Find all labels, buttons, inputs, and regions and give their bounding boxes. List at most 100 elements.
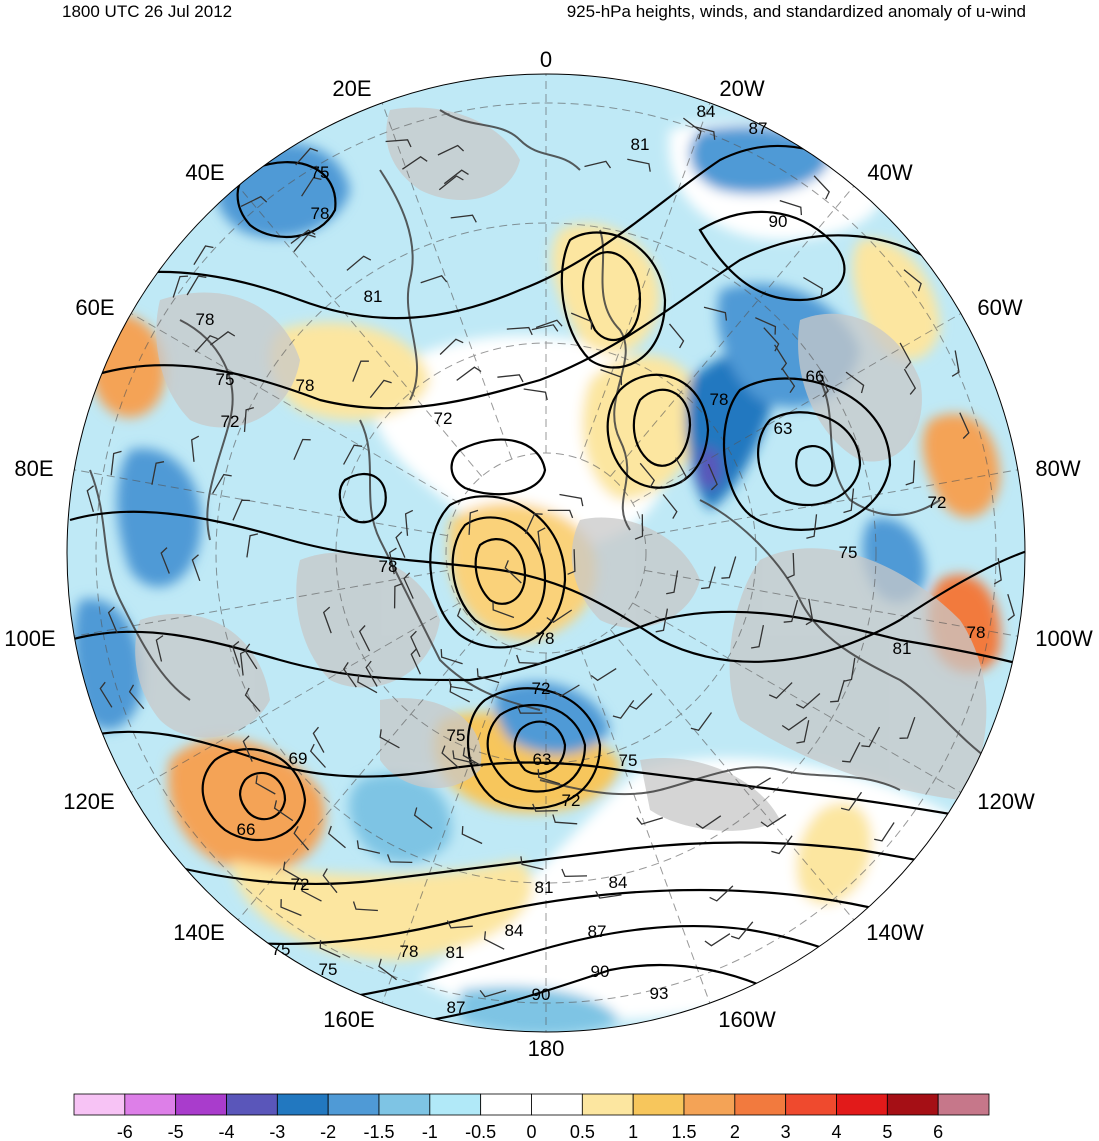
wind-barb [194,335,218,353]
colorbar-tick-label: 3 [781,1122,791,1141]
wind-barb [704,933,731,947]
wind-barb [128,684,145,710]
wind-barb [993,558,1002,585]
height-contour [451,516,547,631]
wind-barb [830,679,845,703]
colorbar-swatch [734,1093,787,1116]
wind-barb [446,920,473,929]
wind-barb [721,556,737,579]
wind-barb [441,745,460,769]
wind-barb [151,461,165,485]
height-contour [486,703,587,793]
wind-barb [506,326,533,336]
contour-label: 90 [591,962,610,981]
wind-barb [662,494,678,519]
wind-barb [385,139,412,148]
wind-barb [492,601,515,619]
contour-label: 63 [774,419,793,438]
colorbar-tick-label: 6 [933,1122,943,1141]
wind-barb [805,598,814,626]
contour-label: 78 [400,942,419,961]
contour-label: 72 [434,409,453,428]
wind-barb [783,600,799,623]
colorbar-tick-label: 2 [730,1122,740,1141]
wind-barb [420,275,448,284]
colorbar-tick-label: -0.5 [465,1122,496,1141]
colorbar-swatch [276,1093,329,1116]
wind-barb [356,840,381,854]
wind-barb [462,747,483,767]
lon-label-0: 0 [540,47,552,72]
wind-barb [730,921,754,940]
wind-barb [600,368,623,386]
lon-label-140e: 140E [173,920,224,945]
contour-label: 84 [609,873,628,892]
wind-barb [322,868,338,894]
wind-barb [634,514,644,540]
wind-barb [107,606,118,634]
meridian-line [579,102,711,460]
land-area [386,107,520,200]
anomaly-positive-area [796,802,872,905]
colorbar-swatch [480,1093,532,1116]
anomaly-positive-area [551,223,660,355]
contour-label: 69 [289,749,308,768]
wind-barb [403,572,414,599]
contour-label: 84 [697,102,716,121]
wind-barb [590,668,617,682]
wind-barb [86,485,95,512]
wind-barb [843,657,856,682]
wind-barb [346,255,372,271]
wind-barb [378,958,397,981]
wind-barb [497,374,524,383]
colorbar-swatch [175,1093,227,1116]
height-contour [219,888,921,946]
wind-barb [231,640,241,668]
wind-barb [379,729,400,749]
wind-barb [903,368,917,395]
coastline [599,229,631,531]
colorbar-swatch [124,1093,177,1116]
meridian-line [130,313,460,504]
colorbar-swatch [73,1093,126,1116]
colorbar-swatch [937,1093,990,1116]
wind-barb [468,509,479,535]
meridian-line [644,569,1018,637]
meridian-line [644,469,1018,537]
contour-label: 72 [928,493,947,512]
coastline [439,109,581,171]
contour-label: 93 [650,984,669,1003]
height-contour [474,538,527,605]
latitude-circle [215,222,877,884]
anomaly-negative-area [460,986,620,1032]
colorbar-tick-label: 5 [882,1122,892,1141]
colorbar-swatch [226,1093,278,1116]
wind-barb [172,275,189,298]
wind-barb [903,269,922,292]
coastline [379,169,419,401]
lon-label-80e: 80E [14,456,53,481]
wind-barb [449,683,470,703]
wind-barb [476,668,500,684]
meridian-line [130,602,460,793]
wind-barb [531,324,559,332]
wind-barb [301,882,322,902]
wind-barb [666,570,679,595]
wind-barb [709,885,734,902]
contour-label: 87 [588,922,607,941]
wind-barb [440,649,463,665]
contour-label: 75 [272,940,291,959]
wind-barb [796,720,810,744]
wind-barb [516,654,542,665]
colorbar-tick-label: -4 [218,1122,234,1141]
wind-barb [553,684,580,698]
anomaly-negative-area [348,773,452,863]
wind-barb [842,742,861,763]
height-contour [236,161,337,239]
wind-barb [437,144,465,156]
wind-barb [703,306,728,321]
wind-barb [186,275,207,296]
meridian-line [237,185,483,477]
wind-barb [874,822,895,842]
